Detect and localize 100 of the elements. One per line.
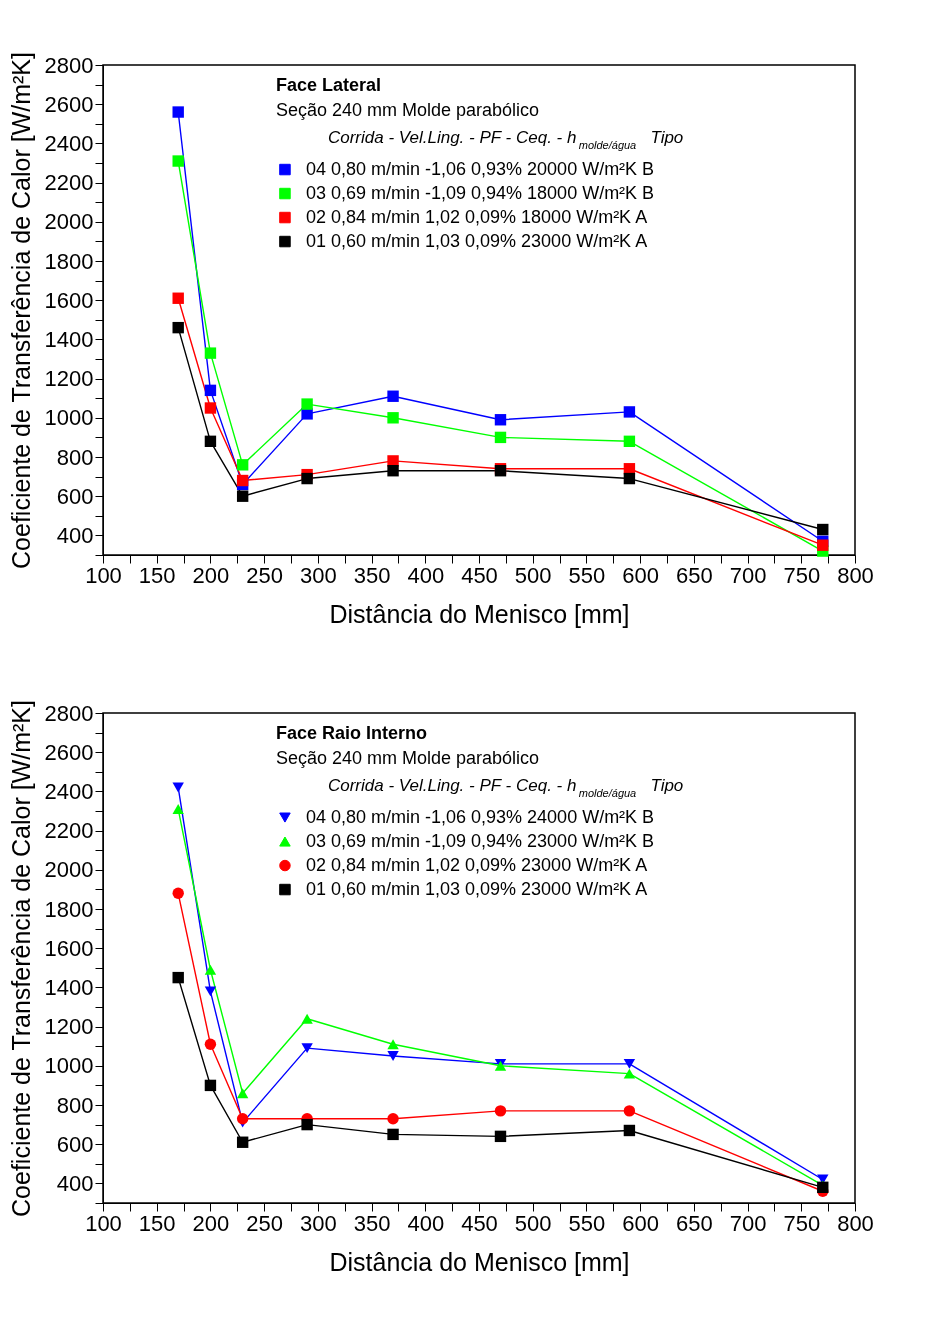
point xyxy=(204,435,217,448)
x-axis-title: Distância do Menisco [mm] xyxy=(329,599,630,628)
text: Face Lateral xyxy=(275,74,382,95)
y-tick-label: 1400 xyxy=(44,326,94,352)
legend-label: 01 0,60 m/min 1,03 0,09% 23000 W/m²K A xyxy=(305,230,648,251)
x-tick-label: 750 xyxy=(783,562,821,588)
point xyxy=(236,1113,249,1125)
point xyxy=(387,412,399,424)
y-tick-label: 1000 xyxy=(44,1053,94,1079)
x-tick-label: 350 xyxy=(353,1210,391,1236)
point xyxy=(172,106,184,118)
point xyxy=(387,1039,399,1050)
point xyxy=(387,465,399,477)
point xyxy=(172,321,184,334)
y-axis-title: Coeficiente de Transferência de Calor [W/m²K] xyxy=(6,52,35,569)
point xyxy=(623,1124,636,1137)
point xyxy=(623,1068,636,1079)
point xyxy=(623,435,636,448)
y-tick-label: 2200 xyxy=(44,170,94,196)
point xyxy=(387,1113,399,1125)
x-tick-label: 300 xyxy=(300,1210,337,1236)
x-axis-title: Distância do Menisco [mm] xyxy=(329,1247,630,1276)
point xyxy=(172,971,184,984)
y-tick-label: 600 xyxy=(56,483,94,509)
x-tick-label: 250 xyxy=(246,562,283,588)
y-tick-label: 2400 xyxy=(44,778,94,804)
y-tick-label: 2400 xyxy=(44,130,94,156)
y-tick-label: 2000 xyxy=(44,209,94,235)
legend-label: 02 0,84 m/min 1,02 0,09% 18000 W/m²K A xyxy=(305,206,648,227)
text: Seção 240 mm Molde parabólico xyxy=(275,99,540,120)
point xyxy=(172,155,184,167)
y-tick-label: 600 xyxy=(56,1131,94,1157)
point xyxy=(204,1038,217,1050)
point xyxy=(172,804,184,814)
point xyxy=(494,414,507,426)
point xyxy=(623,472,636,485)
y-tick-label: 800 xyxy=(56,444,94,470)
point xyxy=(172,782,184,793)
y-tick-label: 1200 xyxy=(44,1014,94,1040)
point xyxy=(204,402,217,414)
point xyxy=(387,1128,399,1141)
point xyxy=(301,472,313,485)
legend-label: 04 0,80 m/min -1,06 0,93% 24000 W/m²K B xyxy=(305,806,655,827)
point xyxy=(494,431,507,444)
point xyxy=(204,384,217,397)
point xyxy=(301,1118,313,1131)
x-tick-label: 800 xyxy=(837,1210,874,1236)
point xyxy=(817,539,829,551)
y-tick-label: 1800 xyxy=(44,248,94,274)
y-tick-label: 800 xyxy=(56,1092,94,1118)
x-tick-label: 800 xyxy=(837,562,874,588)
x-tick-label: 400 xyxy=(407,1210,445,1236)
y-tick-label: 1000 xyxy=(44,405,94,431)
x-tick-label: 650 xyxy=(676,562,713,588)
point xyxy=(817,523,829,536)
point xyxy=(494,1130,507,1143)
x-tick-label: 600 xyxy=(622,562,659,588)
x-tick-label: 300 xyxy=(300,562,337,588)
point xyxy=(236,474,249,487)
y-tick-label: 2200 xyxy=(44,818,94,844)
y-tick-label: 400 xyxy=(56,1170,94,1196)
text: Face Raio Interno xyxy=(275,722,427,743)
point xyxy=(172,292,184,304)
legend-label: 03 0,69 m/min -1,09 0,94% 18000 W/m²K B xyxy=(305,182,655,203)
legend-label: 04 0,80 m/min -1,06 0,93% 20000 W/m²K B xyxy=(305,158,655,179)
x-tick-label: 750 xyxy=(783,1210,821,1236)
point xyxy=(236,1136,249,1148)
point xyxy=(204,986,217,997)
y-tick-label: 1400 xyxy=(44,974,94,1000)
point xyxy=(236,1088,249,1099)
point xyxy=(623,1105,636,1117)
point xyxy=(236,459,249,471)
y-tick-label: 2000 xyxy=(44,857,94,883)
y-tick-label: 2800 xyxy=(44,52,94,78)
x-tick-label: 450 xyxy=(461,1210,498,1236)
x-tick-label: 200 xyxy=(192,562,230,588)
point xyxy=(172,887,184,900)
point xyxy=(301,1013,313,1024)
x-tick-label: 600 xyxy=(622,1210,659,1236)
x-tick-label: 450 xyxy=(461,562,498,588)
y-tick-label: 2600 xyxy=(44,91,94,117)
point xyxy=(387,390,399,402)
point xyxy=(301,398,313,410)
x-tick-label: 150 xyxy=(138,562,176,588)
legend-label: 03 0,69 m/min -1,09 0,94% 23000 W/m²K B xyxy=(305,830,655,851)
point xyxy=(301,1043,313,1054)
x-tick-label: 200 xyxy=(192,1210,230,1236)
legend-label: 02 0,84 m/min 1,02 0,09% 23000 W/m²K A xyxy=(305,854,648,875)
y-tick-label: 400 xyxy=(56,522,94,548)
legend-label: 01 0,60 m/min 1,03 0,09% 23000 W/m²K A xyxy=(305,878,648,899)
x-tick-label: 550 xyxy=(568,1210,606,1236)
point xyxy=(204,347,217,359)
x-tick-label: 550 xyxy=(568,562,606,588)
x-tick-label: 250 xyxy=(246,1210,283,1236)
point xyxy=(236,490,249,502)
x-tick-label: 700 xyxy=(729,562,767,588)
x-tick-label: 500 xyxy=(514,1210,552,1236)
x-tick-label: 100 xyxy=(85,1210,122,1236)
y-tick-label: 2800 xyxy=(44,700,94,726)
x-tick-label: 350 xyxy=(353,562,391,588)
